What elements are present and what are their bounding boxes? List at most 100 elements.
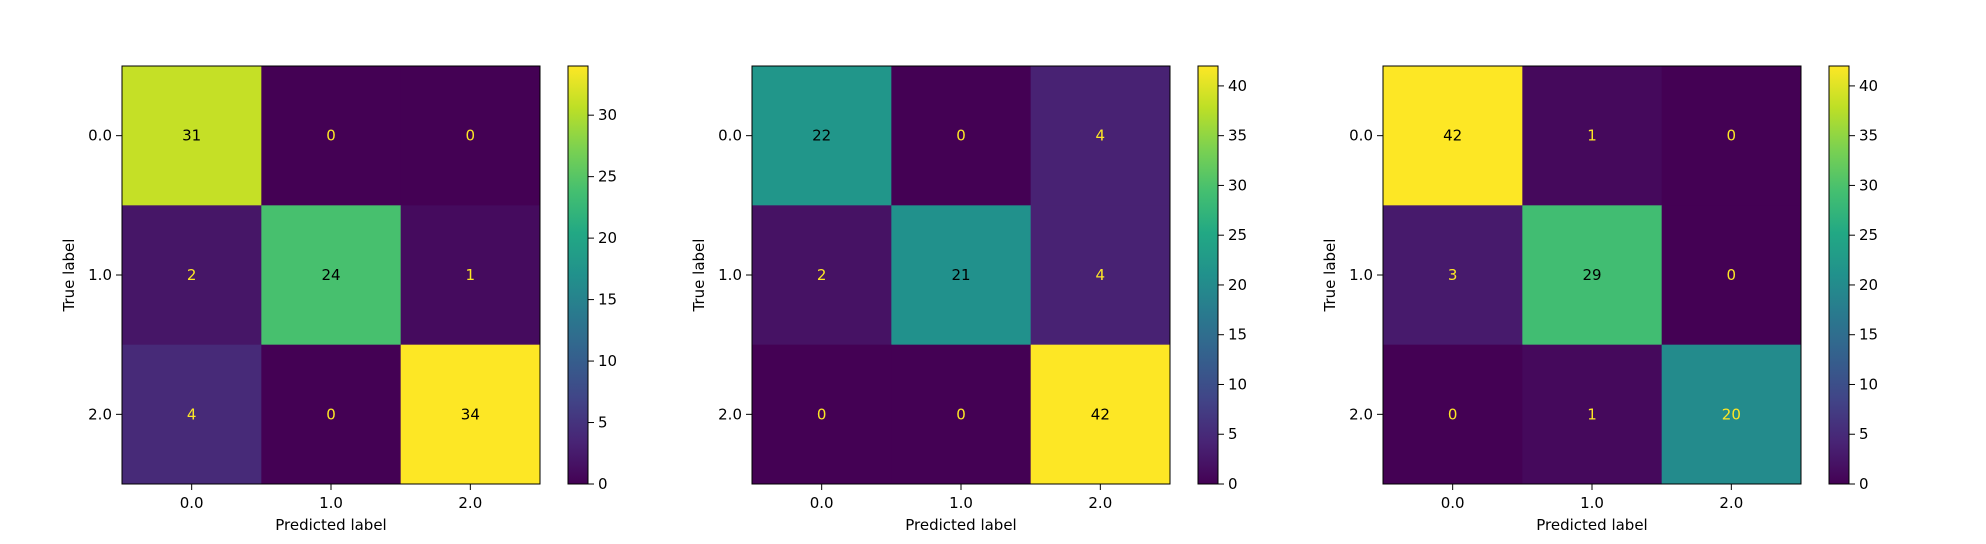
- colorbar-tick-label: 10: [598, 352, 617, 370]
- y-tick-label: 2.0: [1349, 405, 1373, 423]
- cell-value-label: 31: [182, 127, 201, 145]
- colorbar-tick-label: 0: [1228, 475, 1238, 493]
- colorbar-tick-label: 15: [1859, 326, 1878, 344]
- matrix-cell: [1030, 66, 1171, 206]
- colorbar-tick-label: 25: [1228, 226, 1247, 244]
- y-axis-title: True label: [1321, 239, 1339, 313]
- colorbar-tick-label: 40: [1228, 77, 1247, 95]
- matrix-cell: [1383, 344, 1523, 485]
- matrix-cell: [1383, 66, 1523, 206]
- matrix-cell: [891, 66, 1032, 206]
- matrix-cell: [752, 344, 892, 485]
- cell-value-label: 4: [1096, 266, 1106, 284]
- cell-value-label: 0: [817, 405, 827, 423]
- cell-value-label: 34: [461, 405, 480, 423]
- cell-value-label: 1: [1587, 405, 1597, 423]
- cell-value-label: 0: [1448, 405, 1458, 423]
- x-tick-label: 1.0: [949, 494, 973, 512]
- colorbar-tick-label: 5: [598, 414, 608, 432]
- matrix-cell: [1661, 344, 1802, 485]
- matrix-cell: [1030, 205, 1171, 346]
- cell-value-label: 0: [1727, 127, 1737, 145]
- y-tick-label: 1.0: [1349, 266, 1373, 284]
- matrix-cell: [1383, 205, 1523, 346]
- colorbar-tick-label: 25: [598, 168, 617, 186]
- y-axis-title: True label: [690, 239, 708, 313]
- colorbar-tick-label: 5: [1228, 425, 1238, 443]
- x-tick-label: 2.0: [458, 494, 482, 512]
- colorbar-tick-label: 15: [1228, 326, 1247, 344]
- x-tick-label: 0.0: [810, 494, 834, 512]
- colorbar-tick-label: 10: [1859, 375, 1878, 393]
- cell-value-label: 22: [812, 127, 831, 145]
- cell-value-label: 2: [817, 266, 827, 284]
- cell-value-label: 0: [956, 127, 966, 145]
- colorbar-tick-label: 0: [598, 475, 608, 493]
- colorbar-tick-label: 10: [1228, 375, 1247, 393]
- cell-value-label: 0: [466, 127, 476, 145]
- x-axis-title: Predicted label: [275, 516, 386, 534]
- cell-value-label: 24: [321, 266, 340, 284]
- y-tick-label: 1.0: [88, 266, 112, 284]
- matrix-cell: [1522, 66, 1663, 206]
- colorbar-tick-label: 20: [598, 229, 617, 247]
- matrix-cell: [400, 66, 541, 206]
- y-tick-label: 0.0: [1349, 127, 1373, 145]
- confusion-matrix-panel-2: 22 0 42 21 40 0 420.0 1.0 2.00.01.02.0Predicted …: [690, 65, 1247, 534]
- x-tick-label: 2.0: [1719, 494, 1743, 512]
- colorbar-tick-label: 0: [1859, 475, 1869, 493]
- y-axis-title: True label: [60, 239, 78, 313]
- cell-value-label: 0: [326, 127, 336, 145]
- cell-value-label: 4: [1096, 127, 1106, 145]
- y-tick-label: 2.0: [718, 405, 742, 423]
- matrix-cell: [122, 205, 262, 346]
- matrix-cell: [400, 205, 541, 346]
- cell-value-label: 2: [187, 266, 197, 284]
- x-axis-title: Predicted label: [1536, 516, 1647, 534]
- colorbar-tick-label: 35: [1859, 127, 1878, 145]
- colorbar-tick-label: 30: [1859, 176, 1878, 194]
- colorbar-tick-label: 40: [1859, 77, 1878, 95]
- x-tick-label: 1.0: [319, 494, 343, 512]
- colorbar-tick-label: 20: [1859, 276, 1878, 294]
- colorbar-tick-label: 15: [598, 291, 617, 309]
- cell-value-label: 0: [956, 405, 966, 423]
- x-tick-label: 1.0: [1580, 494, 1604, 512]
- x-tick-label: 0.0: [1441, 494, 1465, 512]
- matrix-cell: [752, 205, 892, 346]
- matrix-cell: [261, 205, 402, 346]
- x-tick-label: 2.0: [1088, 494, 1112, 512]
- y-tick-label: 0.0: [718, 127, 742, 145]
- matrix-cell: [1522, 344, 1663, 485]
- matrix-cell: [1030, 344, 1171, 485]
- colorbar-tick-label: 25: [1859, 226, 1878, 244]
- colorbar-tick-label: 30: [1228, 176, 1247, 194]
- matrix-cell: [122, 66, 262, 206]
- matrix-cell: [1522, 205, 1663, 346]
- matrix-cell: [261, 66, 402, 206]
- cell-value-label: 0: [1727, 266, 1737, 284]
- cell-value-label: 29: [1582, 266, 1601, 284]
- matrix-cell: [261, 344, 402, 485]
- y-tick-label: 2.0: [88, 405, 112, 423]
- cell-value-label: 20: [1722, 405, 1741, 423]
- matrix-cell: [1661, 66, 1802, 206]
- x-axis-title: Predicted label: [905, 516, 1016, 534]
- confusion-matrix-panel-3: 42 1 0 3 29 0 0 1 20 0.0 1.0 2.0 0.0 1.0 2.0 Predicted …: [1321, 65, 1878, 534]
- colorbar: [567, 65, 589, 485]
- cell-value-label: 0: [326, 405, 336, 423]
- colorbar-tick-label: 30: [598, 106, 617, 124]
- colorbar-tick-label: 20: [1228, 276, 1247, 294]
- cell-value-label: 1: [466, 266, 476, 284]
- x-tick-label: 0.0: [180, 494, 204, 512]
- colorbar: [1197, 65, 1219, 485]
- matrix-cell: [752, 66, 892, 206]
- y-tick-label: 1.0: [718, 266, 742, 284]
- cell-value-label: 42: [1443, 127, 1462, 145]
- cell-value-label: 4: [187, 405, 197, 423]
- cell-value-label: 21: [951, 266, 970, 284]
- cell-value-label: 3: [1448, 266, 1458, 284]
- y-tick-label: 0.0: [88, 127, 112, 145]
- matrix-cell: [1661, 205, 1802, 346]
